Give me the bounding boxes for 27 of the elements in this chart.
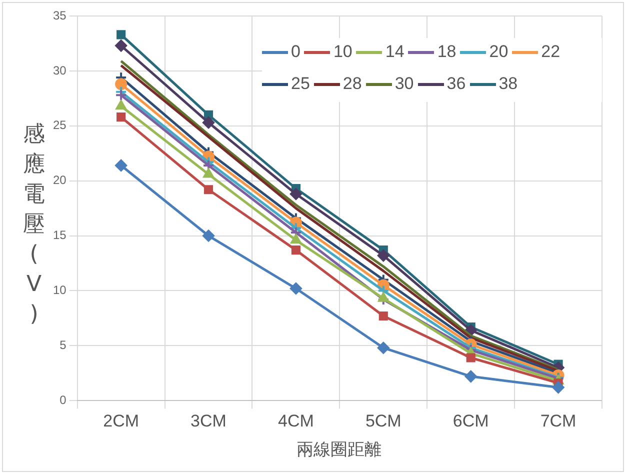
y-tick-label: 15: [52, 228, 67, 242]
legend-label: 0: [291, 42, 300, 62]
x-axis-title: 兩線圈距離: [296, 439, 382, 461]
x-tick-label: 2CM: [103, 411, 140, 430]
y-axis-title: 感應電壓(V): [22, 121, 46, 329]
legend-label: 14: [385, 42, 404, 62]
y-tick-label: 30: [52, 63, 67, 78]
x-tick-label: 6CM: [452, 411, 489, 430]
y-tick-label: 0: [60, 392, 67, 407]
legend-label: 30: [394, 74, 414, 94]
y-tick-label: 10: [52, 283, 67, 298]
legend-label: 18: [437, 42, 456, 62]
x-tick-label: 5CM: [365, 411, 402, 430]
y-tick-label: 5: [60, 338, 67, 352]
legend-label: 10: [333, 42, 352, 62]
x-tick-label: 7CM: [540, 411, 576, 430]
y-tick-label: 20: [52, 173, 67, 188]
x-tick-label: 3CM: [190, 411, 226, 430]
legend-label: 25: [291, 74, 310, 94]
y-tick-label: 25: [52, 118, 67, 132]
legend-label: 22: [541, 42, 560, 62]
y-tick-label: 35: [52, 8, 67, 22]
legend-label: 28: [342, 74, 362, 94]
legend-label: 20: [489, 42, 508, 62]
legend-label: 38: [498, 74, 518, 94]
x-tick-label: 4CM: [278, 411, 314, 430]
legend-label: 36: [446, 74, 466, 94]
